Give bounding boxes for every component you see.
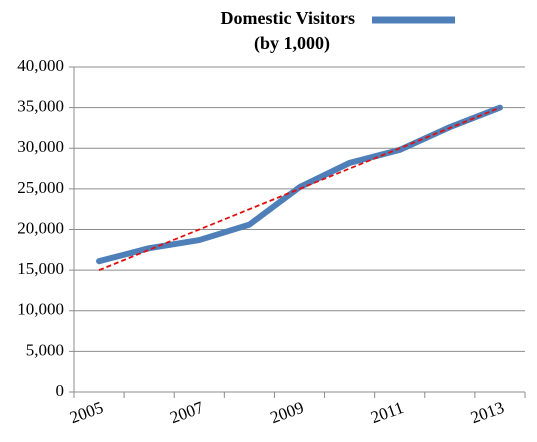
data-line <box>96 104 503 265</box>
trend-line <box>98 106 501 271</box>
y-tick-label: 35,000 <box>17 97 64 116</box>
y-tick-label: 40,000 <box>17 56 64 75</box>
x-tick-label: 2009 <box>268 398 306 427</box>
chart-subtitle: (by 1,000) <box>254 33 330 54</box>
y-tick-label: 0 <box>56 381 65 400</box>
y-tick-label: 25,000 <box>17 178 64 197</box>
x-tick-label: 2011 <box>368 398 406 427</box>
y-tick-label: 15,000 <box>17 259 64 278</box>
x-tick-label: 2013 <box>468 398 506 427</box>
legend-label: Domestic Visitors <box>221 8 355 28</box>
y-tick-label: 20,000 <box>17 218 64 237</box>
x-tick-label: 2005 <box>67 398 105 427</box>
y-tick-label: 10,000 <box>17 300 64 319</box>
y-tick-label: 30,000 <box>17 137 64 156</box>
x-tick-label: 2007 <box>168 398 207 428</box>
y-tick-label: 5,000 <box>26 340 64 359</box>
